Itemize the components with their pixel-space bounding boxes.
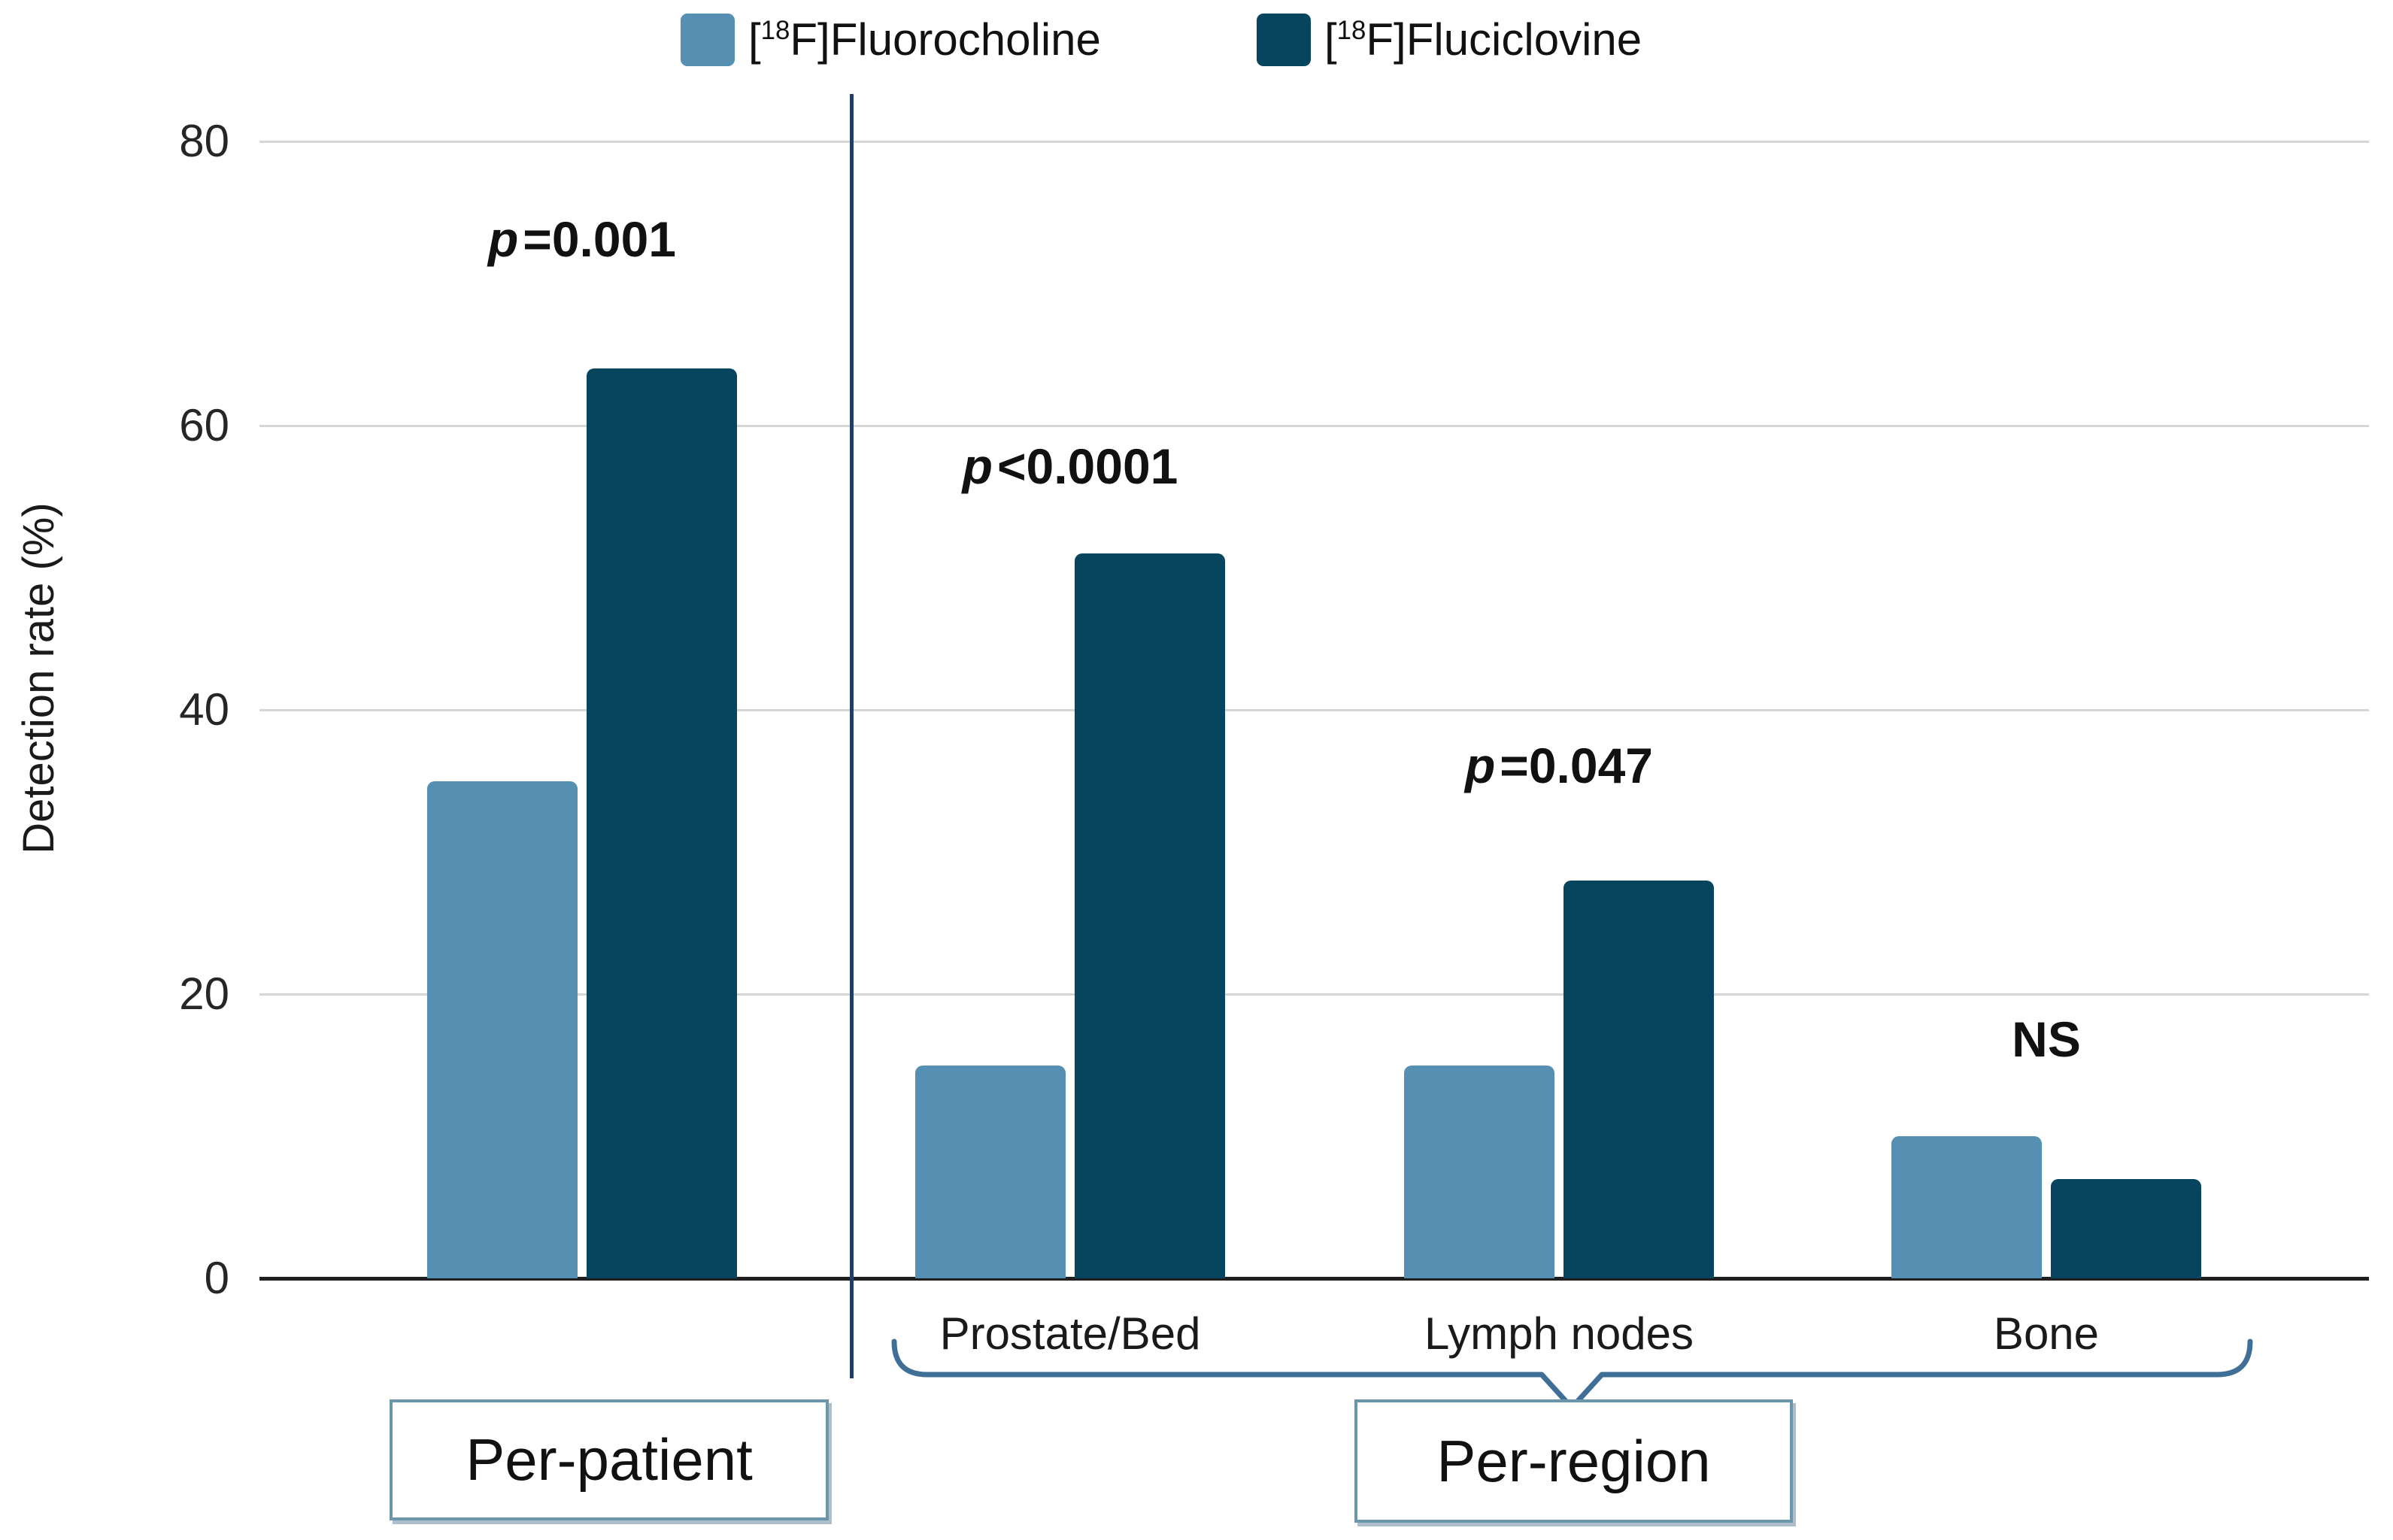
bar-18f-fluciclovine-bone bbox=[2051, 1178, 2201, 1278]
significance-p-symbol: p bbox=[1464, 738, 1496, 793]
group-box-per-region-label: Per-region bbox=[1436, 1427, 1711, 1494]
bar-18f-fluciclovine-prostate-bed bbox=[1075, 553, 1225, 1278]
significance-bone: NS bbox=[1806, 1005, 2287, 1073]
legend-item-f-fluciclovine: [18F]Fluciclovine bbox=[1257, 11, 1642, 69]
y-axis-title: Detection rate (%) bbox=[14, 502, 63, 854]
significance-per-patient: p=0.001 bbox=[341, 205, 823, 273]
group-box-per-patient-label: Per-patient bbox=[466, 1426, 753, 1493]
y-tick-label-60: 60 bbox=[179, 400, 229, 450]
bar-18f-fluciclovine-per-patient bbox=[587, 368, 737, 1278]
group-box-per-region: Per-region bbox=[1354, 1399, 1793, 1523]
y-tick-label-40: 40 bbox=[179, 684, 229, 735]
y-tick-label-80: 80 bbox=[179, 116, 229, 166]
y-tick-label-20: 20 bbox=[179, 969, 229, 1019]
legend-label-f-fluciclovine: [18F]Fluciclovine bbox=[1324, 14, 1642, 65]
legend-swatch-f-fluorocholine bbox=[681, 14, 735, 66]
significance-value: <0.0001 bbox=[996, 438, 1178, 494]
bar-18f-fluorocholine-bone bbox=[1891, 1136, 2042, 1278]
gridline-60 bbox=[259, 425, 2369, 427]
legend-label-f-fluorocholine: [18F]Fluorocholine bbox=[748, 14, 1101, 65]
group-box-per-patient: Per-patient bbox=[390, 1399, 829, 1520]
significance-value: NS bbox=[2012, 1011, 2081, 1067]
bar-18f-fluorocholine-lymph-nodes bbox=[1404, 1065, 1554, 1278]
x-category-label-bone: Bone bbox=[1993, 1308, 2100, 1359]
legend-swatch-f-fluciclovine bbox=[1257, 14, 1311, 66]
significance-p-symbol: p bbox=[962, 438, 993, 494]
x-axis-line bbox=[259, 1277, 2369, 1281]
gridline-40 bbox=[259, 709, 2369, 711]
significance-p-symbol: p bbox=[487, 211, 519, 267]
bar-18f-fluciclovine-lymph-nodes bbox=[1563, 880, 1714, 1278]
y-tick-label-0: 0 bbox=[204, 1253, 229, 1303]
significance-lymph-nodes: p=0.047 bbox=[1318, 732, 1800, 799]
significance-prostate-bed: p<0.0001 bbox=[830, 432, 1311, 500]
x-category-label-prostate-bed: Prostate/Bed bbox=[939, 1308, 1201, 1359]
legend-item-f-fluorocholine: [18F]Fluorocholine bbox=[681, 11, 1101, 69]
bar-18f-fluorocholine-prostate-bed bbox=[915, 1065, 1066, 1278]
significance-value: =0.001 bbox=[523, 211, 677, 267]
gridline-80 bbox=[259, 141, 2369, 143]
significance-value: =0.047 bbox=[1500, 738, 1654, 793]
x-category-label-lymph-nodes: Lymph nodes bbox=[1424, 1308, 1694, 1359]
section-divider-line bbox=[850, 94, 854, 1378]
bar-18f-fluorocholine-per-patient bbox=[427, 781, 578, 1278]
gridline-20 bbox=[259, 993, 2369, 996]
